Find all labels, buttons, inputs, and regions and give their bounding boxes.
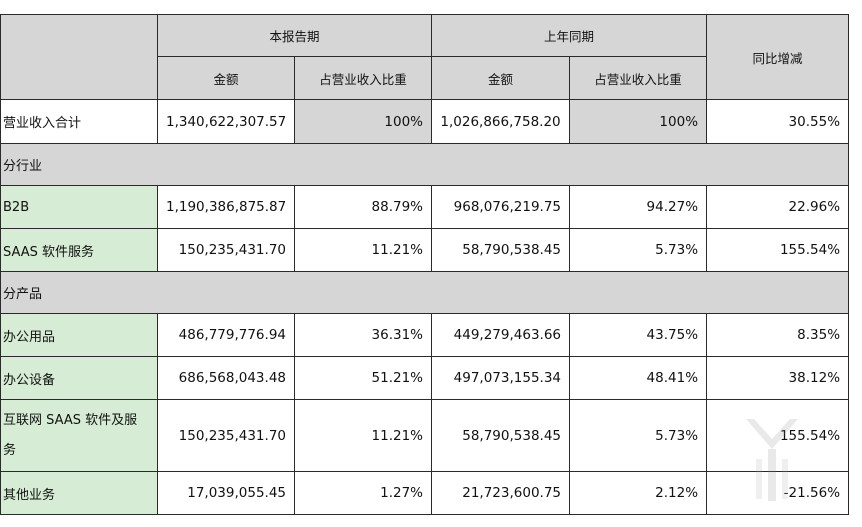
- table-row-total: 营业收入合计 1,340,622,307.57 100% 1,026,866,7…: [0, 99, 850, 144]
- cell-prev-ratio: 100%: [569, 99, 708, 144]
- section-label-product: 分产品: [0, 271, 850, 314]
- cell-yoy: 155.54%: [706, 399, 850, 472]
- cell-cur-amount: 1,340,622,307.57: [157, 99, 295, 144]
- cell-prev-amount: 58,790,538.45: [431, 228, 571, 272]
- cell-yoy: 155.54%: [706, 228, 850, 272]
- header-corner-cell: [0, 14, 158, 100]
- row-label: 互联网 SAAS 软件及服务: [0, 399, 158, 472]
- row-label: B2B: [0, 185, 158, 229]
- header-row-2: 金额 占营业收入比重 金额 占营业收入比重: [1, 56, 849, 100]
- table-row: 办公设备 686,568,043.48 51.21% 497,073,155.3…: [0, 356, 850, 400]
- cell-cur-amount: 486,779,776.94: [157, 313, 295, 357]
- cell-cur-amount: 150,235,431.70: [157, 399, 295, 472]
- table-row: 互联网 SAAS 软件及服务 150,235,431.70 11.21% 58,…: [0, 399, 850, 472]
- header-row-1: 本报告期 上年同期 同比增减: [0, 14, 850, 100]
- cell-cur-amount: 1,190,386,875.87: [157, 185, 295, 229]
- header-yoy: 同比增减: [706, 14, 850, 100]
- header-prior-period: 上年同期: [431, 14, 708, 57]
- cell-cur-amount: 150,235,431.70: [157, 228, 295, 272]
- cell-prev-ratio: 94.27%: [569, 185, 708, 229]
- cell-yoy: 22.96%: [706, 185, 850, 229]
- revenue-table: 本报告期 上年同期 同比增减 金额 占营业收入比重 金额 占营业收入比重 营业收…: [0, 14, 850, 515]
- cell-prev-ratio: 48.41%: [569, 356, 708, 400]
- cell-yoy: -21.56%: [706, 471, 850, 515]
- cell-prev-amount: 497,073,155.34: [431, 356, 571, 400]
- table-row: 办公用品 486,779,776.94 36.31% 449,279,463.6…: [0, 313, 850, 357]
- section-label-industry: 分行业: [0, 143, 850, 186]
- cell-cur-ratio: 36.31%: [293, 313, 433, 357]
- cell-prev-amount: 449,279,463.66: [431, 313, 571, 357]
- watermark-logo-icon: [746, 419, 798, 501]
- cell-prev-amount: 968,076,219.75: [431, 185, 571, 229]
- cell-yoy: 38.12%: [706, 356, 850, 400]
- cell-cur-ratio: 1.27%: [293, 471, 433, 515]
- row-label: 营业收入合计: [0, 99, 158, 144]
- cell-cur-ratio: 100%: [293, 99, 433, 144]
- cell-cur-amount: 17,039,055.45: [157, 471, 295, 515]
- cell-cur-ratio: 11.21%: [293, 399, 433, 472]
- cell-cur-ratio: 11.21%: [293, 228, 433, 272]
- header-current-period: 本报告期: [156, 14, 433, 57]
- cell-prev-ratio: 43.75%: [569, 313, 708, 357]
- cell-prev-amount: 1,026,866,758.20: [431, 99, 571, 144]
- table-row: B2B 1,190,386,875.87 88.79% 968,076,219.…: [0, 185, 850, 229]
- header-prev-ratio: 占营业收入比重: [569, 56, 708, 100]
- cell-cur-amount: 686,568,043.48: [157, 356, 295, 400]
- cell-cur-ratio: 88.79%: [293, 185, 433, 229]
- header-prev-amount: 金额: [431, 56, 571, 100]
- cell-cur-ratio: 51.21%: [293, 356, 433, 400]
- header-cur-ratio: 占营业收入比重: [293, 56, 433, 100]
- row-label: 办公设备: [0, 356, 158, 400]
- header-cur-amount: 金额: [157, 56, 295, 100]
- row-label: 办公用品: [0, 313, 158, 357]
- cell-prev-amount: 21,723,600.75: [431, 471, 571, 515]
- row-label: 其他业务: [0, 471, 158, 515]
- table-row: SAAS 软件服务 150,235,431.70 11.21% 58,790,5…: [0, 228, 850, 272]
- cell-prev-ratio: 5.73%: [569, 399, 708, 472]
- row-label: SAAS 软件服务: [0, 228, 158, 272]
- cell-prev-ratio: 5.73%: [569, 228, 708, 272]
- section-row-industry: 分行业: [0, 143, 850, 186]
- cell-yoy: 8.35%: [706, 313, 850, 357]
- section-row-product: 分产品: [0, 271, 850, 314]
- table-row: 其他业务 17,039,055.45 1.27% 21,723,600.75 2…: [0, 471, 850, 515]
- cell-prev-amount: 58,790,538.45: [431, 399, 571, 472]
- cell-yoy: 30.55%: [706, 99, 850, 144]
- cell-prev-ratio: 2.12%: [569, 471, 708, 515]
